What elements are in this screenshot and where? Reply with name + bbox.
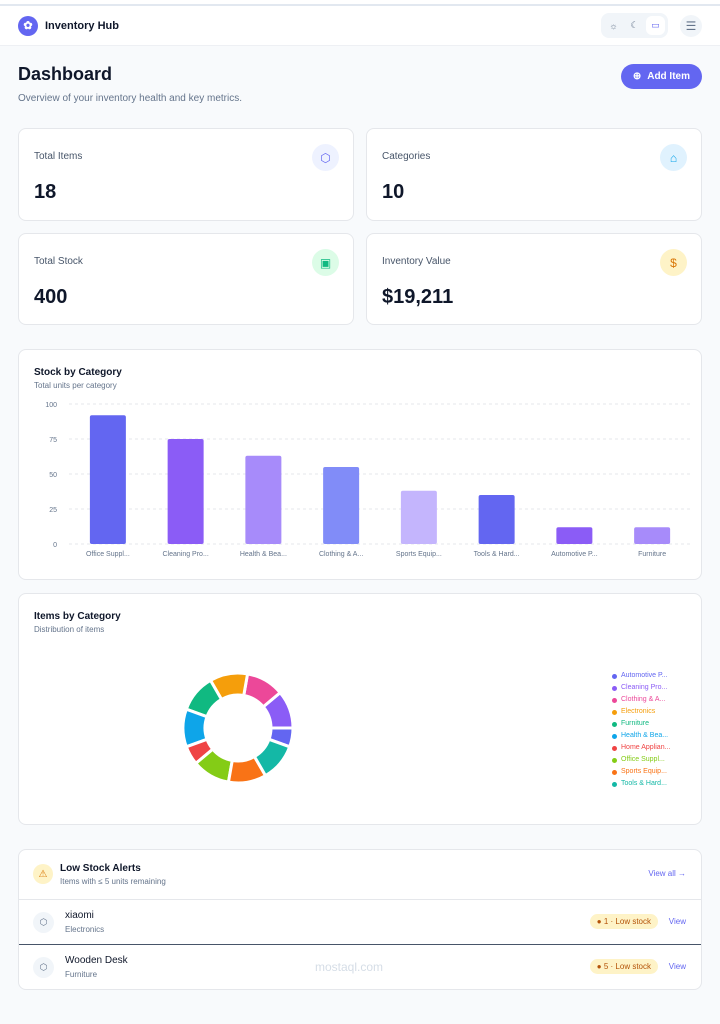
legend-swatch	[612, 757, 617, 763]
warning-icon: ⚠	[33, 864, 53, 884]
legend-item[interactable]: Cleaning Pro...	[612, 682, 670, 694]
legend-swatch	[612, 781, 617, 787]
y-tick-label: 75	[49, 437, 57, 444]
theme-switcher: ☼ ☾ ▭	[601, 13, 668, 38]
chart-title: Items by Category	[34, 611, 121, 622]
add-item-button[interactable]: ⊕ Add Item	[620, 64, 702, 89]
stat-value: $19,211	[382, 286, 454, 308]
legend-item[interactable]: Health & Bea...	[612, 730, 670, 742]
moon-icon[interactable]: ☾	[630, 20, 639, 30]
x-tick-label: Health & Bea...	[240, 551, 287, 558]
alerts-subtitle: Items with ≤ 5 units remaining	[60, 877, 166, 886]
app-title: Inventory Hub	[45, 19, 119, 32]
bar	[323, 467, 360, 544]
item-name: xiaomi	[65, 910, 94, 921]
donut-chart	[181, 671, 295, 785]
x-tick-label: Sports Equip...	[396, 551, 442, 558]
legend-swatch	[612, 721, 617, 727]
legend-swatch	[612, 673, 617, 679]
x-tick-label: Automotive P...	[551, 551, 598, 558]
x-tick-label: Clothing & A...	[319, 551, 363, 558]
items-by-category-card: Items by Category Distribution of items …	[18, 593, 702, 825]
cube-icon: ⬡	[312, 144, 339, 171]
item-category: Furniture	[65, 970, 98, 979]
low-stock-alerts-card: ⚠ Low Stock Alerts Items with ≤ 5 units …	[18, 849, 702, 990]
stat-label: Inventory Value	[382, 256, 451, 267]
logo-icon: ✿	[18, 15, 38, 36]
stat-value: 400	[34, 286, 68, 308]
legend-item[interactable]: Tools & Hard...	[612, 778, 670, 790]
app-header: ✿ Inventory Hub ☼ ☾ ▭ ☰	[0, 6, 720, 46]
package-icon: ⬡	[33, 957, 54, 978]
alerts-title: Low Stock Alerts	[60, 863, 141, 874]
plus-circle-icon: ⊕	[632, 71, 642, 82]
y-tick-label: 50	[49, 472, 57, 479]
stat-value: 18	[34, 181, 57, 203]
low-stock-badge: ● 1 · Low stock	[589, 914, 658, 929]
page-subtitle: Overview of your inventory health and ke…	[18, 93, 242, 104]
stat-label: Categories	[382, 151, 431, 162]
bar-chart: 0 25 50 75 100 Office Suppl... Cleaning Pro...…	[45, 402, 691, 558]
chart-legend: Automotive P... Cleaning Pro... Clothing &…	[612, 670, 670, 790]
watermark: mostaql.com	[315, 960, 384, 974]
page-title: Dashboard	[18, 64, 113, 84]
bar	[556, 527, 593, 544]
legend-item[interactable]: Sports Equip...	[612, 766, 670, 778]
menu-icon[interactable]: ☰	[680, 14, 702, 37]
low-stock-badge: ● 5 · Low stock	[589, 959, 658, 974]
legend-swatch	[612, 769, 617, 775]
legend-item[interactable]: Clothing & A...	[612, 694, 670, 706]
legend-swatch	[612, 733, 617, 739]
legend-swatch	[612, 697, 617, 703]
bar	[245, 455, 282, 544]
bar	[89, 415, 126, 544]
stat-label: Total Items	[34, 151, 83, 162]
stat-card-total-items: Total Items 18 ⬡	[18, 128, 354, 221]
x-tick-label: Furniture	[638, 551, 666, 558]
alert-row[interactable]: ⬡ xiaomi Electronics ● 1 · Low stock Vie…	[19, 900, 701, 945]
monitor-icon[interactable]: ▭	[646, 16, 665, 35]
view-link[interactable]: View	[668, 917, 686, 926]
view-all-link[interactable]: View all →	[648, 869, 686, 878]
legend-item[interactable]: Furniture	[612, 718, 670, 730]
dollar-icon: $	[660, 249, 687, 276]
legend-swatch	[612, 685, 617, 691]
stock-by-category-card: Stock by Category Total units per catego…	[18, 349, 702, 580]
donut-slice	[252, 737, 292, 778]
package-icon: ⬡	[33, 912, 54, 933]
y-tick-label: 25	[49, 507, 57, 514]
view-link[interactable]: View	[668, 962, 686, 971]
x-tick-label: Office Suppl...	[86, 551, 130, 558]
stat-value: 10	[382, 181, 405, 203]
stat-card-total-stock: Total Stock 400 ▣	[18, 233, 354, 325]
alert-row[interactable]: ⬡ Wooden Desk Furniture ● 5 · Low stock …	[19, 945, 701, 989]
bar	[400, 490, 437, 544]
stat-card-inventory-value: Inventory Value $19,211 $	[366, 233, 702, 325]
brand[interactable]: ✿ Inventory Hub	[18, 15, 119, 36]
item-name: Wooden Desk	[65, 955, 128, 966]
legend-swatch	[612, 745, 617, 751]
item-category: Electronics	[65, 925, 105, 934]
x-tick-label: Cleaning Pro...	[162, 551, 208, 558]
chart-title: Stock by Category	[34, 367, 122, 378]
sun-icon[interactable]: ☼	[609, 20, 618, 31]
x-tick-label: Tools & Hard...	[474, 551, 520, 558]
legend-item[interactable]: Electronics	[612, 706, 670, 718]
chart-subtitle: Total units per category	[34, 381, 117, 390]
legend-item[interactable]: Automotive P...	[612, 670, 670, 682]
stat-label: Total Stock	[34, 256, 83, 267]
chart-subtitle: Distribution of items	[34, 625, 105, 634]
y-tick-label: 0	[53, 542, 57, 549]
tag-icon: ⌂	[660, 144, 687, 171]
y-tick-label: 100	[45, 402, 57, 409]
legend-swatch	[612, 709, 617, 715]
legend-item[interactable]: Home Applian...	[612, 742, 670, 754]
legend-item[interactable]: Office Suppl...	[612, 754, 670, 766]
bar	[478, 495, 515, 544]
stat-card-categories: Categories 10 ⌂	[366, 128, 702, 221]
bar	[167, 439, 204, 544]
top-border	[0, 0, 720, 6]
archive-icon: ▣	[312, 249, 339, 276]
bar	[634, 527, 671, 544]
